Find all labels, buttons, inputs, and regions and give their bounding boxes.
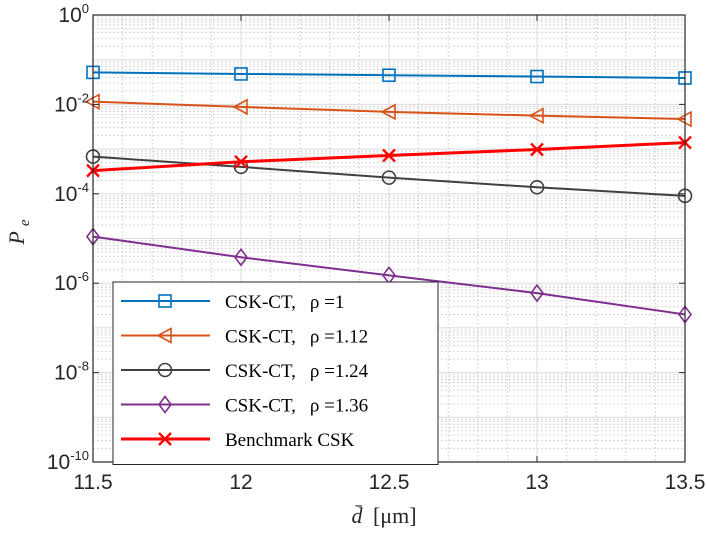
legend-rho: ρ =1.24 — [310, 361, 369, 382]
series-2-point — [380, 103, 396, 121]
legend-marker-stroke-b — [158, 432, 172, 446]
series-1-point — [234, 67, 248, 81]
legend-entry: CSK-CT, ρ =1.36 — [121, 395, 368, 417]
series-layer — [84, 65, 693, 324]
series-3-point — [381, 170, 397, 185]
legend-entry: CSK-CT, ρ =1.12 — [121, 327, 368, 348]
series-4-line — [92, 235, 686, 316]
legend-marker — [158, 395, 172, 414]
series-2-point — [528, 107, 544, 124]
legend-label: CSK-CT, ρ =1.12 — [225, 327, 368, 348]
series-1-point — [382, 68, 396, 83]
series-5-point — [382, 148, 396, 163]
y-tick-exp: -6 — [77, 269, 89, 284]
legend-rho: ρ =1.36 — [310, 396, 368, 417]
y-tick-exp: -10 — [70, 448, 89, 463]
y-tick-base: 10 — [54, 272, 77, 295]
series-3-point — [529, 179, 545, 195]
y-tick-exp: -4 — [77, 180, 89, 195]
series-5-point-stroke-b — [530, 142, 544, 157]
legend-box — [112, 281, 439, 465]
legend-marker — [158, 294, 172, 308]
legend-entry: CSK-CT, ρ =1.24 — [121, 361, 369, 382]
legend-name: Benchmark CSK — [225, 430, 355, 451]
series-1-line — [92, 71, 686, 79]
x-tick-label: 13 — [525, 471, 548, 494]
legend-label: Benchmark CSK — [225, 430, 355, 451]
legend-label: CSK-CT, ρ =1.36 — [225, 396, 368, 417]
y-tick-label: 10-2 — [54, 90, 89, 116]
legend-label: CSK-CT, ρ =1.24 — [225, 361, 369, 382]
legend-entry: CSK-CT, ρ =1 — [121, 292, 344, 313]
legend-name: CSK-CT, — [225, 396, 296, 417]
x-axis-unit: [μm] — [373, 503, 417, 528]
x-tick-label: 13.5 — [665, 471, 706, 494]
series-2-line — [92, 100, 686, 121]
y-tick-base: 10 — [54, 93, 77, 116]
series-1 — [86, 65, 692, 85]
series-2-point — [232, 98, 248, 116]
y-tick-base: 10 — [47, 451, 70, 474]
legend-rho: ρ =1.12 — [310, 327, 368, 348]
y-tick-exp: -2 — [77, 90, 89, 105]
x-tick-label: 11.5 — [73, 471, 112, 494]
y-tick-exp: 0 — [82, 1, 89, 16]
y-tick-base: 10 — [58, 4, 81, 27]
x-axis-symbol: d̄ — [351, 503, 363, 528]
y-axis-label: P e — [4, 219, 33, 246]
series-5-point-stroke-b — [382, 148, 396, 163]
series-1-point — [530, 69, 544, 84]
series-5-point — [234, 154, 248, 169]
y-tick-exp: -8 — [77, 359, 89, 374]
legend-marker — [156, 327, 172, 344]
y-tick-label: 10-8 — [54, 359, 89, 385]
y-axis-sub: e — [17, 219, 33, 226]
legend-rho: ρ =1 — [310, 292, 344, 313]
legend-name: CSK-CT, — [225, 327, 296, 348]
y-tick-label: 100 — [58, 1, 89, 27]
y-tick-label: 10-6 — [54, 269, 89, 295]
x-tick-label: 12.5 — [369, 471, 410, 494]
x-tick-label: 12 — [229, 471, 252, 494]
y-tick-label: 10-4 — [54, 180, 89, 206]
series-4-point — [530, 283, 544, 303]
y-axis-main: P — [4, 232, 29, 246]
legend-marker — [158, 432, 172, 446]
series-5-point-stroke-b — [234, 154, 248, 169]
legend-name: CSK-CT, — [225, 292, 296, 313]
legend-entry: Benchmark CSK — [121, 430, 355, 451]
legend-name: CSK-CT, — [225, 361, 296, 382]
legend-marker — [157, 362, 173, 378]
y-tick-base: 10 — [54, 183, 77, 206]
y-tick-label: 10-10 — [47, 448, 89, 474]
series-4-point — [233, 247, 249, 267]
y-tick-base: 10 — [54, 362, 77, 385]
series-5-point — [530, 142, 544, 157]
x-axis-label: d̄ [μm] — [351, 503, 416, 528]
legend-label: CSK-CT, ρ =1 — [225, 292, 344, 313]
